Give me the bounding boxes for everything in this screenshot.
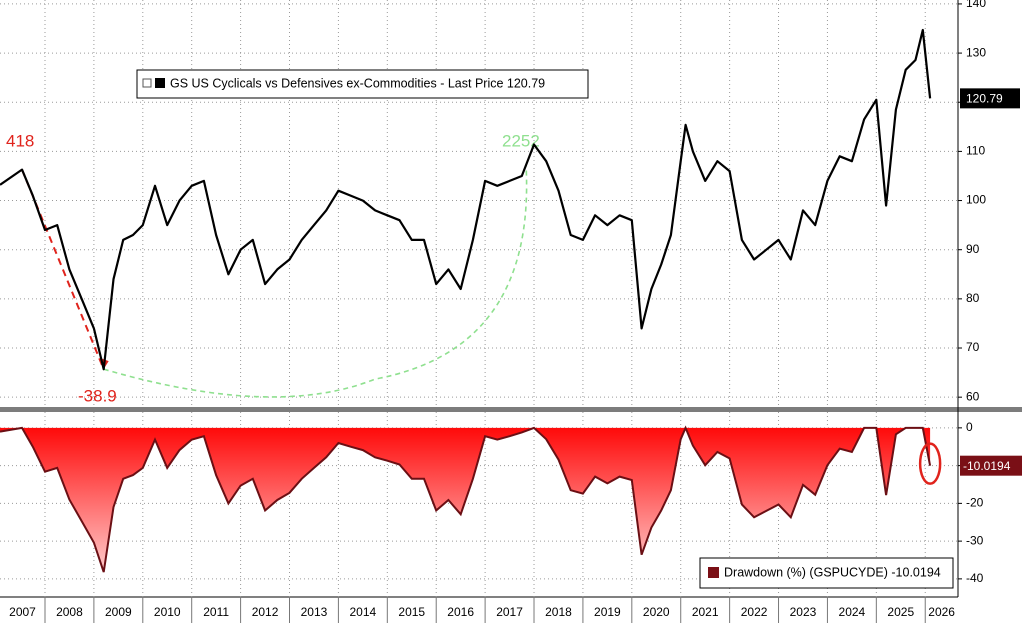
legend-swatch: [708, 567, 719, 578]
panel-divider: [0, 407, 1022, 412]
x-tick-label: 2014: [350, 605, 377, 619]
x-tick-label: 2013: [301, 605, 328, 619]
annotation: 418: [6, 131, 34, 150]
x-tick-label: 2022: [741, 605, 768, 619]
last-value-tag: 120.79: [966, 92, 1003, 106]
x-tick-label: 2012: [252, 605, 279, 619]
x-tick-label: 2018: [545, 605, 572, 619]
legend-label: Drawdown (%) (GSPUCYDE) -10.0194: [724, 565, 941, 579]
x-tick-label: 2020: [643, 605, 670, 619]
x-tick-label: 2024: [839, 605, 866, 619]
y-tick-label: 110: [966, 144, 985, 158]
x-tick-label: 2015: [398, 605, 425, 619]
y-tick-label: 70: [966, 340, 980, 354]
recovery-arc: [103, 164, 528, 398]
x-tick-label: 2025: [887, 605, 914, 619]
x-tick-label: 2010: [154, 605, 181, 619]
y-tick-label: -20: [966, 496, 984, 510]
x-tick-label: 2026: [928, 605, 955, 619]
y-tick-label: 80: [966, 291, 980, 305]
annotation: -38.9: [78, 386, 117, 405]
y-tick-label: -30: [966, 533, 984, 547]
x-tick-label: 2008: [56, 605, 83, 619]
x-tick-label: 2016: [447, 605, 474, 619]
legend-icon-expand: [142, 78, 152, 88]
x-tick-label: 2011: [203, 605, 229, 619]
last-value-tag: -10.0194: [963, 459, 1011, 473]
y-tick-label: 140: [966, 0, 986, 10]
legend-box: [699, 557, 954, 589]
annotation: 2252: [502, 131, 540, 150]
last-value-tag-box: [960, 455, 1022, 476]
legend-box: [136, 69, 589, 99]
y-tick-label: 100: [966, 193, 986, 207]
y-tick-label: -40: [966, 571, 984, 585]
x-tick-label: 2009: [105, 605, 132, 619]
x-tick-label: 2019: [594, 605, 621, 619]
x-tick-label: 2021: [692, 605, 719, 619]
x-tick-label: 2023: [790, 605, 817, 619]
y-tick-label: 60: [966, 389, 980, 403]
x-tick-label: 2007: [9, 605, 36, 619]
legend-label: GS US Cyclicals vs Defensives ex-Commodi…: [170, 76, 545, 90]
y-tick-label: 130: [966, 45, 986, 59]
legend-swatch: [155, 78, 165, 88]
y-tick-label: 90: [966, 242, 980, 256]
price-line: [0, 28, 932, 371]
highlight-circle: [918, 442, 942, 485]
y-tick-label: 0: [966, 420, 973, 434]
drawdown-line: [0, 425, 932, 573]
last-value-tag-box: [960, 88, 1020, 109]
x-tick-label: 2017: [496, 605, 523, 619]
